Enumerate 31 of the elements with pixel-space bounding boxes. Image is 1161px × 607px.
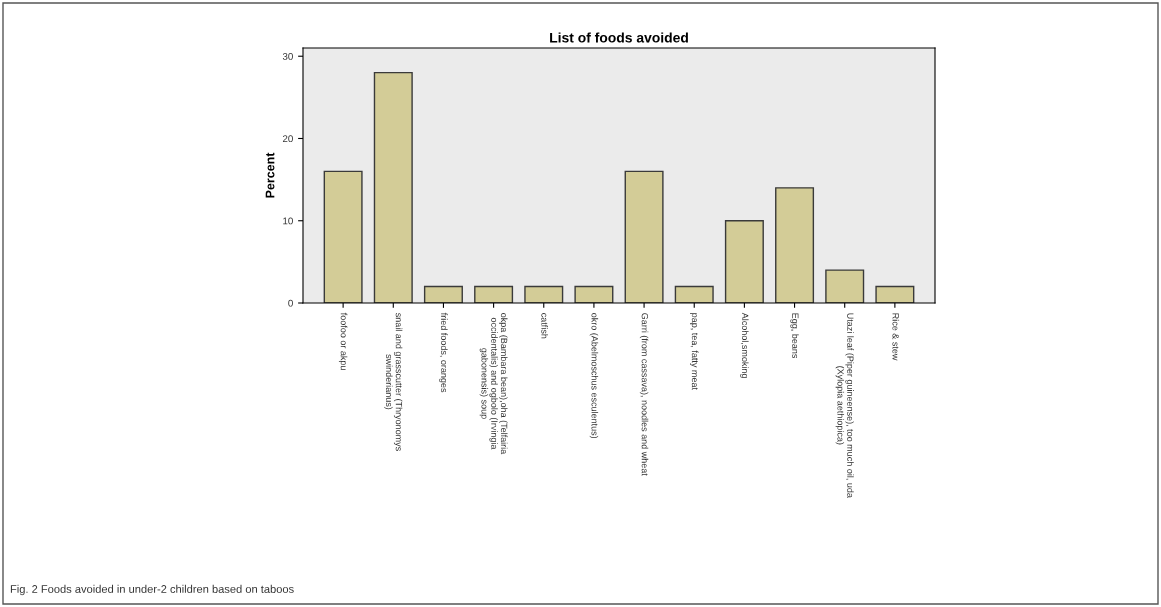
x-tick-label: Alcohol,smoking	[740, 312, 749, 378]
bar	[574, 285, 614, 303]
x-tick-label: Rice & stew	[892, 313, 900, 361]
x-tick-label: snail and grasscutter (Thryonomys swinderianus)	[384, 312, 403, 451]
x-tick-label: foofoo or akpu	[338, 312, 348, 370]
bar	[825, 269, 865, 303]
x-tick-label: fried foods, oranges	[439, 312, 448, 393]
y-tick-label: 30	[282, 52, 293, 60]
y-tick-label: 10	[283, 217, 293, 225]
bar	[524, 285, 564, 303]
y-tick-label: 0	[288, 299, 293, 307]
x-tick-label: Utazi leaf (Piper guineense), too much oil, uda (Xylopia aethiopica)	[835, 313, 854, 498]
bar	[474, 285, 514, 303]
bar	[423, 285, 463, 303]
bar	[323, 170, 363, 303]
x-tick-label: Egg, beans	[790, 313, 799, 359]
x-tick-label: okpa (Bambara bean),oha (Telfairia occidentalis) and ogbolo (Irvingia gabonensis) soup	[479, 313, 508, 455]
x-tick-label: pap, tea, fatty meat	[690, 313, 699, 390]
bar	[724, 220, 764, 303]
x-tick-label: okro (Abelmoschus esculentus)	[589, 313, 599, 439]
caption: Fig. 2 Foods avoided in under-2 children based on taboos	[10, 584, 294, 596]
chart-title: List of foods avoided	[550, 32, 688, 43]
bar	[674, 285, 714, 303]
x-tick-label: catfish	[541, 313, 548, 339]
bar	[875, 285, 915, 303]
bar	[775, 187, 815, 303]
bar	[624, 170, 664, 303]
y-axis-title: Percent	[265, 152, 275, 198]
bar	[373, 71, 413, 303]
x-tick-label: Garri (from cassava), noodles and wheat	[639, 313, 649, 476]
y-tick-label: 20	[282, 135, 293, 143]
